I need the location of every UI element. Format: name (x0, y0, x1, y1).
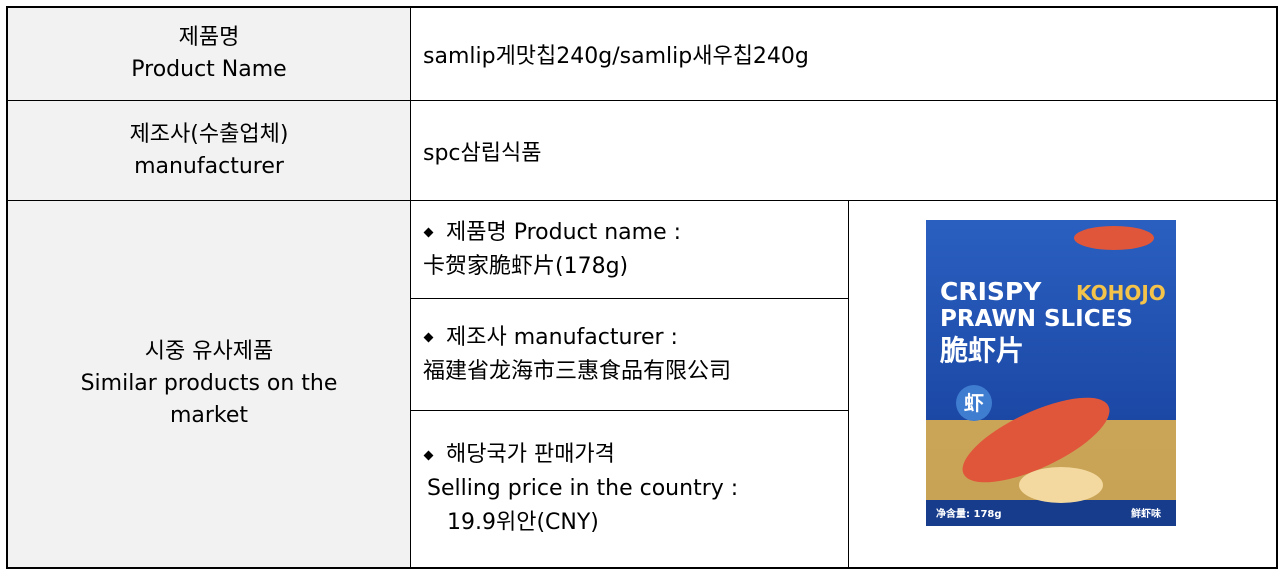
image-text: 脆虾片 (939, 334, 1024, 367)
label-cell: 제품명 Product Name (7, 7, 411, 101)
label: Similar products on the (80, 371, 338, 396)
label-cell: 시중 유사제품 Similar products on the market (7, 200, 411, 568)
item-cell: 제품명 Product name : 卡贺家脆虾片(178g) (410, 200, 849, 299)
label: market (169, 403, 249, 428)
label: manufacturer (134, 153, 284, 179)
image-text: CRISPY (940, 277, 1042, 306)
image-text: 虾 (964, 391, 984, 415)
value: samlip게맛칩240g/samlip새우칩240g (423, 44, 809, 69)
item-line: 제조사 manufacturer : (423, 321, 848, 355)
label: 시중 유사제품 (144, 339, 274, 364)
value-cell: samlip게맛칩240g/samlip새우칩240g (410, 7, 1277, 101)
item-line: 제품명 Product name : (423, 216, 848, 250)
product-image: CRISPY KOHOJO PRAWN SLICES 脆虾片 虾 净含量: 17… (926, 220, 1176, 526)
item-text: Selling price in the country : (427, 476, 739, 501)
bullet (423, 450, 434, 460)
item-text: 福建省龙海市三惠食品有限公司 (423, 358, 732, 384)
bullet (423, 332, 434, 343)
image-text: KOHOJO (1076, 281, 1166, 305)
label: 제품명 (178, 25, 240, 50)
shrimp (1074, 226, 1154, 250)
image-text: PRAWN SLICES (940, 306, 1133, 332)
item-cell: 제조사 manufacturer : 福建省龙海市三惠食品有限公司 (410, 298, 849, 411)
package-footer (926, 500, 1176, 526)
item-text: 제조사 manufacturer : (446, 324, 678, 350)
item-text: 해당국가 판매가격 (446, 442, 615, 467)
item-line: 해당국가 판매가격 (423, 438, 848, 472)
item-text: 제품명 Product name : (446, 219, 682, 245)
shrimp (962, 397, 1110, 483)
label: 제조사(수출업체) (129, 121, 289, 147)
bullet (423, 227, 434, 238)
item-text: 卡贺家脆虾片(178g) (423, 253, 629, 279)
image-text: 鲜虾味 (1131, 507, 1161, 520)
label: Product Name (131, 57, 287, 82)
item-text: 19.9위안(CNY) (447, 510, 599, 535)
value: spc삼립식품 (423, 140, 542, 166)
item-cell: 해당국가 판매가격 Selling price in the country :… (410, 410, 849, 568)
chip (1019, 467, 1103, 503)
badge (956, 385, 992, 421)
image-text: 净含量: 178g (936, 507, 1002, 520)
image-cell: CRISPY KOHOJO PRAWN SLICES 脆虾片 虾 净含量: 17… (848, 200, 1277, 568)
label-cell: 제조사(수출업체) manufacturer (7, 100, 411, 201)
value-cell: spc삼립식품 (410, 100, 1277, 201)
